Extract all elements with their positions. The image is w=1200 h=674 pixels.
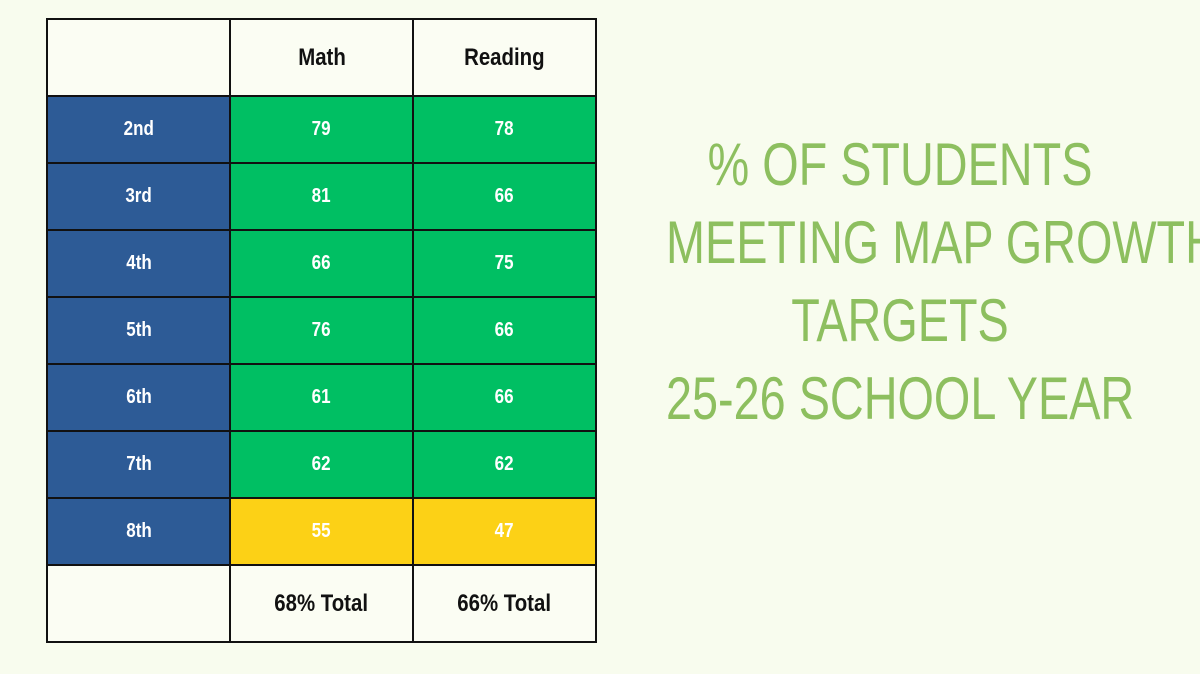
results-table: Math Reading 2nd 79 78 3rd 81 66 4th 66 75 5th 76 66 6… (46, 18, 597, 643)
title-line: TARGETS (791, 287, 1009, 354)
reading-cell: 62 (412, 430, 597, 499)
math-cell-text: 76 (312, 319, 331, 341)
math-cell-text: 55 (312, 520, 331, 542)
grade-cell: 6th (46, 363, 231, 432)
total-cell: 68% Total (229, 564, 414, 643)
math-cell: 81 (229, 162, 414, 231)
slide-title: % OF STUDENTS MEETING MAP GROWTH TARGETS 25… (600, 126, 1200, 438)
math-cell-text: 79 (312, 118, 331, 140)
math-cell-text: 62 (312, 453, 331, 475)
total-cell-text: 68% Total (274, 589, 369, 617)
reading-cell: 66 (412, 162, 597, 231)
corner-cell (46, 18, 231, 97)
blank-cell (46, 564, 231, 643)
header-cell-text: Math (297, 43, 346, 71)
title-line: 25-26 SCHOOL YEAR (666, 365, 1135, 432)
reading-cell: 75 (412, 229, 597, 298)
grade-cell: 4th (46, 229, 231, 298)
data-row: 5th 76 66 (46, 296, 597, 365)
title-line: % OF STUDENTS (707, 131, 1093, 198)
data-row: 4th 66 75 (46, 229, 597, 298)
grade-cell-text: 5th (125, 319, 152, 341)
reading-cell-text: 75 (495, 252, 514, 274)
title-line: MEETING MAP GROWTH (666, 209, 1200, 276)
grade-cell-text: 4th (125, 252, 152, 274)
grade-cell: 7th (46, 430, 231, 499)
grade-cell-text: 3rd (125, 185, 152, 207)
total-row: 68% Total 66% Total (46, 564, 597, 643)
data-row: 3rd 81 66 (46, 162, 597, 231)
reading-cell: 66 (412, 363, 597, 432)
reading-cell: 78 (412, 95, 597, 164)
header-cell: Math (229, 18, 414, 97)
data-row: 2nd 79 78 (46, 95, 597, 164)
math-cell: 61 (229, 363, 414, 432)
grade-cell: 5th (46, 296, 231, 365)
grade-cell-text: 7th (125, 453, 152, 475)
math-cell: 76 (229, 296, 414, 365)
grade-cell: 8th (46, 497, 231, 566)
grade-cell: 3rd (46, 162, 231, 231)
grade-cell-text: 6th (125, 386, 152, 408)
grade-cell-text: 8th (125, 520, 152, 542)
grade-cell: 2nd (46, 95, 231, 164)
reading-cell-text: 66 (495, 185, 514, 207)
math-cell-text: 61 (312, 386, 331, 408)
total-cell: 66% Total (412, 564, 597, 643)
header-cell: Reading (412, 18, 597, 97)
data-row: 8th 55 47 (46, 497, 597, 566)
math-cell-text: 66 (312, 252, 331, 274)
data-row: 7th 62 62 (46, 430, 597, 499)
reading-cell-text: 78 (495, 118, 514, 140)
math-cell: 66 (229, 229, 414, 298)
data-row: 6th 61 66 (46, 363, 597, 432)
reading-cell: 47 (412, 497, 597, 566)
reading-cell-text: 66 (495, 319, 514, 341)
math-cell-text: 81 (312, 185, 331, 207)
reading-cell-text: 66 (495, 386, 514, 408)
math-cell: 55 (229, 497, 414, 566)
header-cell-text: Reading (464, 43, 545, 71)
math-cell: 79 (229, 95, 414, 164)
total-cell-text: 66% Total (457, 589, 552, 617)
grade-cell-text: 2nd (123, 118, 154, 140)
reading-cell-text: 47 (495, 520, 514, 542)
reading-cell: 66 (412, 296, 597, 365)
header-row: Math Reading (46, 18, 597, 97)
reading-cell-text: 62 (495, 453, 514, 475)
math-cell: 62 (229, 430, 414, 499)
